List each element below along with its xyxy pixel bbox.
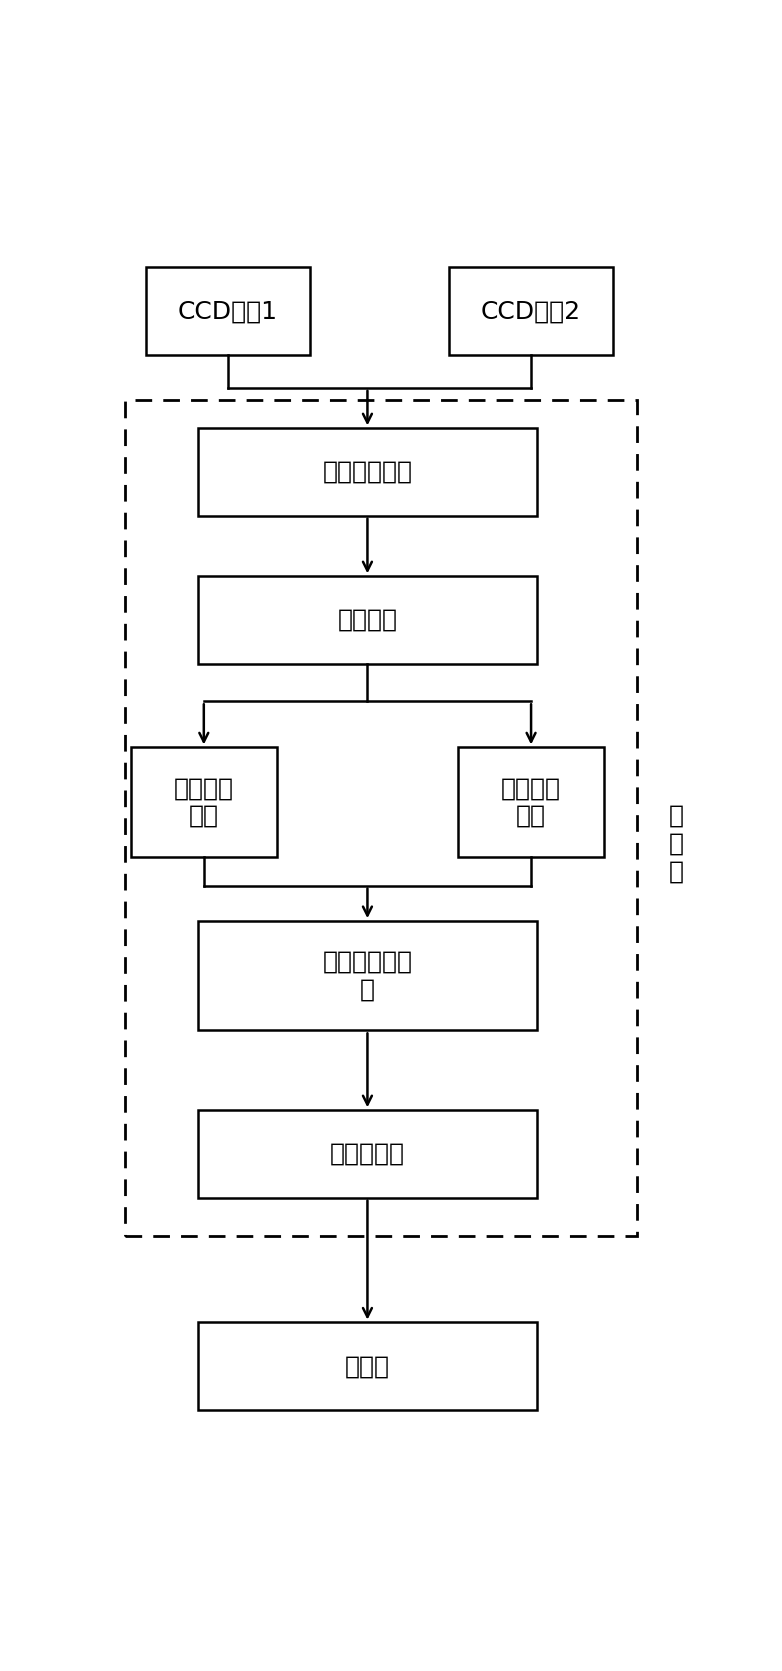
Bar (198, 921, 537, 1031)
Text: 计
算
机: 计 算 机 (669, 804, 684, 884)
Text: 模糊控制器: 模糊控制器 (330, 1141, 405, 1166)
Bar (198, 1322, 537, 1410)
Bar (198, 1110, 537, 1198)
Text: 显示器、存储
器: 显示器、存储 器 (322, 949, 412, 1001)
Bar (146, 267, 310, 354)
Bar (198, 428, 537, 516)
Bar (458, 747, 604, 857)
Text: CCD相机2: CCD相机2 (481, 299, 581, 323)
Text: 三维重建
模块: 三维重建 模块 (174, 775, 234, 827)
Bar (198, 576, 537, 663)
Text: 比色测温
模块: 比色测温 模块 (501, 775, 561, 827)
Text: CCD相机1: CCD相机1 (178, 299, 278, 323)
Bar (449, 267, 613, 354)
Text: 接收存储装置: 接收存储装置 (322, 460, 412, 485)
Bar (131, 747, 277, 857)
Text: 吹灰器: 吹灰器 (345, 1354, 390, 1379)
Text: 分区模块: 分区模块 (338, 608, 397, 632)
